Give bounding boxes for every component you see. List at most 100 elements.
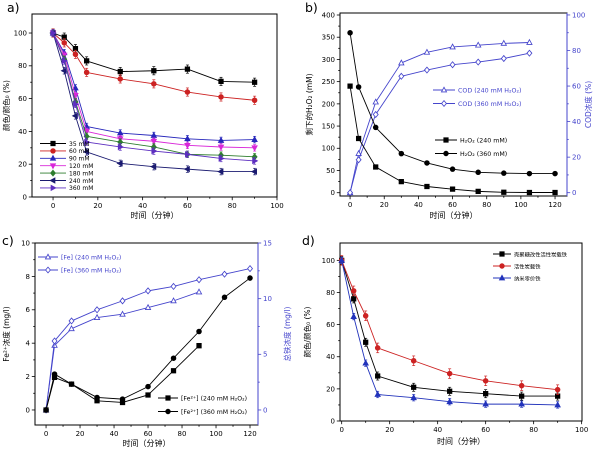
svg-text:80: 80 bbox=[529, 426, 538, 434]
svg-text:[Fe²⁺] (240 mM H₂O₂): [Fe²⁺] (240 mM H₂O₂) bbox=[181, 395, 247, 402]
svg-text:60: 60 bbox=[144, 430, 153, 438]
svg-text:80: 80 bbox=[178, 430, 187, 438]
svg-text:80: 80 bbox=[228, 202, 237, 210]
svg-text:0: 0 bbox=[348, 201, 352, 209]
svg-text:50: 50 bbox=[326, 167, 335, 175]
svg-text:240 mM: 240 mM bbox=[69, 178, 93, 185]
svg-text:40: 40 bbox=[110, 430, 119, 438]
svg-text:[Fe] (240 mM H₂O₂): [Fe] (240 mM H₂O₂) bbox=[61, 254, 121, 261]
svg-text:60: 60 bbox=[183, 202, 192, 210]
svg-text:0: 0 bbox=[331, 417, 335, 425]
svg-text:20: 20 bbox=[380, 201, 389, 209]
svg-text:[Fe] (360 mM H₂O₂): [Fe] (360 mM H₂O₂) bbox=[61, 267, 121, 274]
svg-text:100: 100 bbox=[514, 201, 527, 209]
svg-text:100: 100 bbox=[575, 426, 588, 434]
svg-text:时间（分钟）: 时间（分钟） bbox=[131, 210, 179, 220]
svg-text:360 mM: 360 mM bbox=[69, 185, 93, 192]
svg-text:COD浓度 (%): COD浓度 (%) bbox=[583, 81, 593, 128]
chart-b-h2o2-and-cod: 0 20 40 60 80 100 120 0 50 100 150 200 250 300 350 400 0… bbox=[304, 11, 593, 220]
svg-text:350: 350 bbox=[322, 34, 335, 42]
svg-text:活性炭载铁: 活性炭载铁 bbox=[514, 262, 541, 270]
svg-text:35 mM: 35 mM bbox=[69, 141, 90, 148]
panel-a: a) 0 20 40 60 80 100 0 20 40 60 80 100 时间（分钟） 颜色/颜色₀ … bbox=[0, 0, 300, 228]
svg-text:300: 300 bbox=[322, 56, 335, 64]
svg-text:250: 250 bbox=[322, 78, 335, 86]
panel-d: d) 0 20 40 60 80 100 0 20 40 60 80 100 时间（分钟） 颜色/颜色₀ … bbox=[300, 228, 600, 455]
svg-text:20: 20 bbox=[326, 385, 335, 393]
svg-text:60: 60 bbox=[448, 201, 457, 209]
svg-text:[Fe²⁺] (360 mM H₂O₂): [Fe²⁺] (360 mM H₂O₂) bbox=[181, 409, 247, 416]
chart-a-decolorization-vs-h2o2-dose: 0 20 40 60 80 100 0 20 40 60 80 100 时间（分钟） 颜色/颜色₀ (%)… bbox=[1, 13, 284, 220]
svg-text:0: 0 bbox=[331, 189, 335, 197]
svg-text:壳聚糖改性活性炭载铁: 壳聚糖改性活性炭载铁 bbox=[514, 250, 568, 258]
svg-text:40: 40 bbox=[326, 353, 335, 361]
svg-text:40: 40 bbox=[414, 201, 423, 209]
svg-text:0: 0 bbox=[263, 406, 267, 414]
svg-text:10: 10 bbox=[21, 239, 30, 247]
svg-text:40: 40 bbox=[433, 426, 442, 434]
svg-text:100: 100 bbox=[572, 11, 585, 19]
svg-text:100: 100 bbox=[14, 29, 27, 37]
svg-text:20: 20 bbox=[93, 202, 102, 210]
svg-text:Fe²⁺浓度 (mg/l): Fe²⁺浓度 (mg/l) bbox=[1, 306, 11, 361]
chart-c-iron-concentrations: 0 20 40 60 80 100 1200246810051015时间（分钟）Fe²⁺浓度… bbox=[1, 239, 292, 448]
svg-text:80: 80 bbox=[572, 47, 581, 55]
svg-text:20: 20 bbox=[76, 430, 85, 438]
svg-text:时间（分钟）: 时间（分钟） bbox=[123, 438, 171, 448]
svg-text:0: 0 bbox=[572, 189, 576, 197]
svg-text:H₂O₂ (240 mM): H₂O₂ (240 mM) bbox=[460, 137, 507, 144]
svg-text:5: 5 bbox=[263, 351, 267, 359]
svg-text:60: 60 bbox=[18, 95, 27, 103]
svg-text:120 mM: 120 mM bbox=[69, 163, 93, 170]
svg-text:120: 120 bbox=[243, 430, 256, 438]
panel-label-d: d) bbox=[302, 233, 315, 248]
svg-text:180 mM: 180 mM bbox=[69, 170, 93, 177]
svg-text:COD (240 mM H₂O₂): COD (240 mM H₂O₂) bbox=[458, 87, 521, 94]
svg-text:80: 80 bbox=[326, 289, 335, 297]
svg-text:0: 0 bbox=[339, 426, 343, 434]
svg-text:0: 0 bbox=[44, 430, 48, 438]
svg-text:40: 40 bbox=[572, 118, 581, 126]
svg-text:40: 40 bbox=[138, 202, 147, 210]
svg-text:4: 4 bbox=[26, 340, 31, 348]
svg-text:时间（分钟）: 时间（分钟） bbox=[430, 210, 478, 220]
svg-text:2: 2 bbox=[26, 373, 30, 381]
panel-label-c: c) bbox=[2, 233, 14, 248]
svg-text:H₂O₂ (360 mM): H₂O₂ (360 mM) bbox=[460, 151, 507, 158]
svg-text:颜色/颜色₀ (%): 颜色/颜色₀ (%) bbox=[1, 80, 11, 131]
svg-text:10: 10 bbox=[263, 295, 272, 303]
svg-text:150: 150 bbox=[322, 122, 335, 130]
svg-text:0: 0 bbox=[23, 193, 27, 201]
svg-text:120: 120 bbox=[548, 201, 561, 209]
svg-text:20: 20 bbox=[572, 154, 581, 162]
svg-text:80: 80 bbox=[482, 201, 491, 209]
panel-label-a: a) bbox=[7, 0, 20, 15]
chart-d-catalyst-comparison: 0 20 40 60 80 100 0 20 40 60 80 100 时间（分钟） 颜色/颜色₀ (%)… bbox=[302, 242, 588, 446]
svg-text:90 mM: 90 mM bbox=[69, 156, 90, 163]
svg-text:100: 100 bbox=[270, 202, 283, 210]
svg-text:100: 100 bbox=[209, 430, 222, 438]
svg-text:颜色/颜色₀ (%): 颜色/颜色₀ (%) bbox=[302, 306, 312, 357]
svg-text:时间（分钟）: 时间（分钟） bbox=[437, 436, 485, 446]
svg-text:0: 0 bbox=[26, 406, 30, 414]
svg-text:40: 40 bbox=[18, 128, 27, 136]
svg-text:COD (360 mM H₂O₂): COD (360 mM H₂O₂) bbox=[458, 101, 521, 108]
svg-text:60: 60 bbox=[572, 82, 581, 90]
svg-text:8: 8 bbox=[26, 273, 30, 281]
svg-text:6: 6 bbox=[26, 306, 31, 314]
svg-text:100: 100 bbox=[322, 257, 335, 265]
svg-text:20: 20 bbox=[385, 426, 394, 434]
panel-label-b: b) bbox=[305, 0, 318, 15]
svg-text:总铁浓度 (mg/l): 总铁浓度 (mg/l) bbox=[282, 306, 292, 361]
svg-text:200: 200 bbox=[322, 100, 335, 108]
svg-text:80: 80 bbox=[18, 62, 27, 70]
svg-text:60: 60 bbox=[481, 426, 490, 434]
svg-text:15: 15 bbox=[263, 239, 272, 247]
svg-text:100: 100 bbox=[322, 145, 335, 153]
panel-c: c) 0 20 40 60 80 100 120 0 2 4 6 8 10 0 5 10 15 时间（分钟） Fe²… bbox=[0, 228, 300, 455]
svg-text:20: 20 bbox=[18, 161, 27, 169]
panel-b: b) 0 20 40 60 80 100 120 0 50 100 150 200 250 300 350 4… bbox=[300, 0, 600, 228]
svg-text:纳米零价铁: 纳米零价铁 bbox=[514, 274, 541, 282]
svg-text:60 mM: 60 mM bbox=[69, 148, 90, 155]
